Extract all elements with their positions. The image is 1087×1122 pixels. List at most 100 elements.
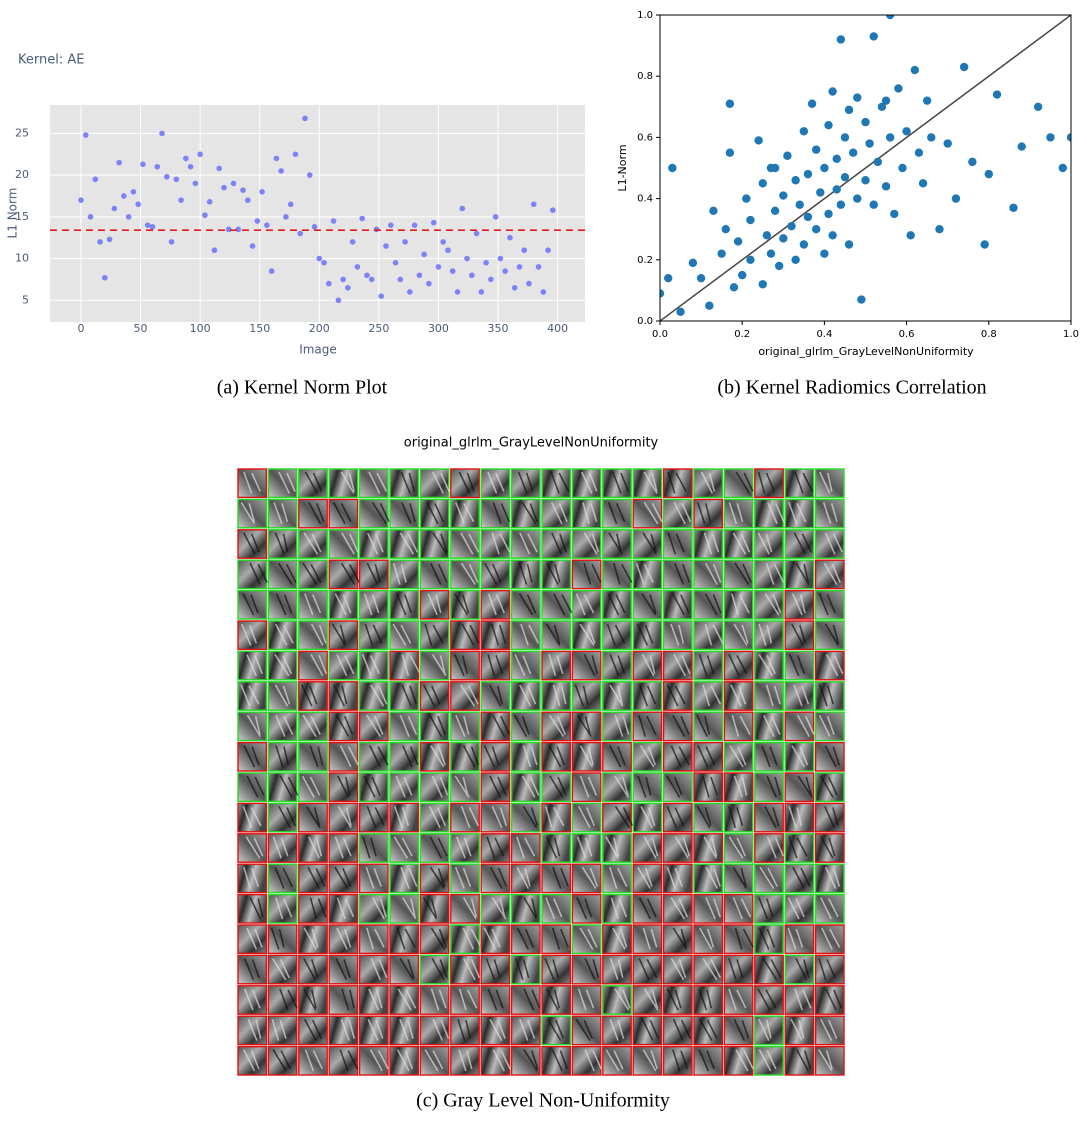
point <box>734 237 742 245</box>
tile <box>785 1047 813 1075</box>
point <box>1059 164 1067 172</box>
point <box>398 277 404 283</box>
point <box>902 127 910 135</box>
y-tick-label: 5 <box>22 293 29 306</box>
point <box>1046 133 1054 141</box>
point <box>278 168 284 174</box>
point <box>374 227 380 233</box>
point <box>944 139 952 147</box>
point <box>402 239 408 245</box>
x-tick-label: 300 <box>428 322 449 335</box>
point <box>730 283 738 291</box>
tile <box>329 803 357 831</box>
point <box>882 96 890 104</box>
point <box>464 256 470 262</box>
point <box>507 235 513 241</box>
tile <box>633 834 661 862</box>
x-tick-label: 0.2 <box>734 329 750 340</box>
point <box>779 234 787 242</box>
point <box>853 194 861 202</box>
point <box>431 220 437 226</box>
tile <box>542 1047 570 1075</box>
point <box>816 188 824 196</box>
tile <box>451 864 479 892</box>
point <box>112 206 118 212</box>
point <box>927 133 935 141</box>
point <box>378 293 384 299</box>
point <box>274 156 280 162</box>
y-tick-label: 15 <box>15 210 29 223</box>
plot-background <box>50 105 585 322</box>
point <box>1009 204 1017 212</box>
point <box>828 231 836 239</box>
tile <box>299 955 327 983</box>
grid-title: original_glrlm_GrayLevelNonUniformity <box>404 436 659 451</box>
point <box>1017 142 1025 150</box>
tile <box>694 986 722 1014</box>
tile <box>268 469 296 497</box>
tile <box>724 530 752 558</box>
point <box>861 118 869 126</box>
tile <box>694 834 722 862</box>
x-axis-label: original_glrlm_GrayLevelNonUniformity <box>758 345 974 358</box>
x-tick-label: 200 <box>309 322 330 335</box>
x-tick-label: 0.8 <box>981 329 997 340</box>
x-tick-label: 350 <box>488 322 509 335</box>
point <box>865 139 873 147</box>
point <box>212 247 218 253</box>
point <box>689 259 697 267</box>
tile <box>816 773 844 801</box>
point <box>828 87 836 95</box>
point <box>107 237 113 243</box>
page: {"chart_data": [ {"type": "scatter", "ti… <box>0 0 1087 1122</box>
point <box>440 239 446 245</box>
point <box>952 194 960 202</box>
point <box>709 207 717 215</box>
tile <box>390 955 418 983</box>
x-tick-label: 250 <box>368 322 389 335</box>
point <box>316 256 322 262</box>
tile <box>755 743 783 771</box>
tile <box>664 560 692 588</box>
tile <box>420 621 448 649</box>
point <box>255 218 261 224</box>
tile <box>633 864 661 892</box>
point <box>221 185 227 191</box>
tile <box>755 955 783 983</box>
tile <box>633 651 661 679</box>
point <box>754 136 762 144</box>
x-axis-label: Image <box>299 343 337 357</box>
point <box>483 260 489 266</box>
tile <box>390 803 418 831</box>
point <box>919 179 927 187</box>
x-tick-label: 0.6 <box>899 329 915 340</box>
tile <box>664 925 692 953</box>
tile <box>785 591 813 619</box>
tile <box>238 591 266 619</box>
point <box>746 256 754 264</box>
x-tick-label: 0.4 <box>816 329 832 340</box>
x-tick-label: 150 <box>249 322 270 335</box>
point <box>796 201 804 209</box>
tile <box>329 560 357 588</box>
point <box>907 231 915 239</box>
x-tick-label: 0 <box>77 322 84 335</box>
point <box>359 216 365 222</box>
tile <box>360 773 388 801</box>
tile <box>542 743 570 771</box>
y-tick-label: 0.4 <box>637 194 653 205</box>
tile <box>451 682 479 710</box>
point <box>837 35 845 43</box>
caption: (b) Kernel Radiomics Correlation <box>717 377 986 399</box>
point <box>302 116 308 122</box>
point <box>145 222 151 228</box>
point <box>812 145 820 153</box>
figure: Kernel: AE Image L1 Norm (a) Kernel Norm… <box>0 0 1087 1118</box>
point <box>985 170 993 178</box>
point <box>820 249 828 257</box>
tile <box>755 834 783 862</box>
tile <box>542 591 570 619</box>
tile <box>329 986 357 1014</box>
point <box>526 281 532 287</box>
point <box>874 158 882 166</box>
